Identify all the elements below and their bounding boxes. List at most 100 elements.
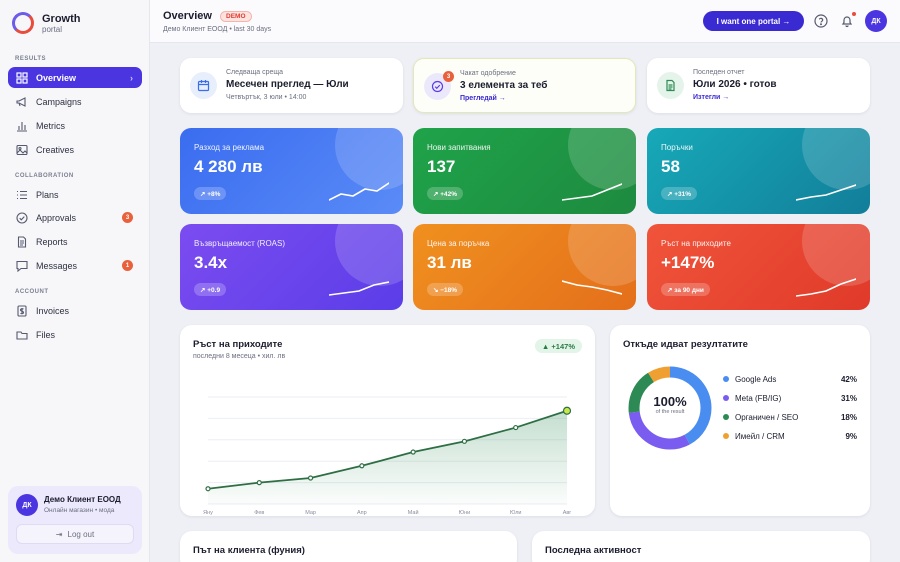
legend-label: Meta (FB/IG) — [735, 393, 782, 403]
sparkline — [796, 278, 856, 297]
sparkline — [562, 280, 622, 295]
sidebar-item-label: Reports — [36, 236, 68, 247]
kpi-change-chip: ↗ +0.9 — [194, 283, 227, 296]
sparkline — [329, 182, 389, 201]
legend-dot — [723, 376, 729, 382]
legend-item-google: Google Ads 42% — [723, 373, 857, 385]
panel-title: Последна активност — [545, 545, 642, 556]
x-tick-label: Май — [408, 509, 419, 516]
sidebar-item-label: Overview — [36, 72, 77, 83]
calendar-icon — [190, 72, 217, 99]
data-point — [461, 438, 468, 444]
sidebar-item-files[interactable]: Files — [8, 324, 142, 345]
info-card-value: Месечен преглед — Юли — [226, 79, 349, 90]
kpi-card-orders[interactable]: Поръчки 58 ↗ +31% — [647, 128, 870, 214]
kpi-card-ad-spend[interactable]: Разход за реклама 4 280 лв ↗ +8% — [180, 128, 403, 214]
sparkline — [562, 183, 622, 201]
legend-dot — [723, 433, 729, 439]
area-fill — [208, 410, 567, 504]
info-card-meeting[interactable]: Следваща среща Месечен преглед — Юли Чет… — [180, 58, 403, 113]
legend-label: Органичен / SEO — [735, 412, 799, 422]
legend-pct: 9% — [845, 431, 857, 441]
bell-icon[interactable] — [840, 14, 854, 28]
donut-slice — [628, 366, 712, 450]
kpi-label: Ръст на приходите — [661, 239, 731, 248]
cta-button[interactable]: I want one portal → — [703, 11, 804, 31]
list-icon — [16, 189, 28, 201]
info-card-approvals[interactable]: 3 Чакат одобрение 3 елемента за теб Прег… — [413, 58, 636, 113]
section-label-results: RESULTS — [15, 56, 47, 62]
info-card-report[interactable]: Последен отчет Юли 2026 • готов Изтегли … — [647, 58, 870, 113]
sidebar-item-reports[interactable]: Reports — [8, 231, 142, 252]
kpi-value: 31 лв — [427, 253, 472, 272]
logo-icon — [12, 12, 34, 34]
sidebar-item-label: Invoices — [36, 305, 70, 316]
brand[interactable]: Growth portal — [12, 12, 81, 34]
panel-title: Откъде идват резултатите — [623, 339, 748, 350]
panel-title: Ръст на приходите — [193, 339, 283, 350]
chevron-right-icon: › — [130, 72, 133, 83]
notification-dot — [852, 12, 856, 16]
info-card-label: Чакат одобрение — [460, 70, 516, 77]
user-name: Демо Клиент ЕООД — [44, 495, 121, 504]
x-tick-label: Фев — [254, 510, 264, 516]
logout-label: Log out — [67, 529, 95, 539]
sidebar-item-label: Approvals — [36, 212, 77, 223]
sidebar-item-metrics[interactable]: Metrics — [8, 115, 142, 136]
logout-button[interactable]: ⇥ Log out — [16, 524, 134, 544]
sidebar-item-approvals[interactable]: Approvals 3 — [8, 207, 142, 228]
kpi-card-revenue-growth[interactable]: Ръст на приходите +147% ↗ за 90 дни — [647, 224, 870, 310]
kpi-label: Поръчки — [661, 143, 693, 152]
help-icon[interactable] — [814, 14, 828, 28]
kpi-label: Цена за поръчка — [427, 239, 490, 248]
donut-slice — [628, 366, 712, 450]
sidebar-item-label: Metrics — [36, 120, 65, 131]
check-circle-icon — [16, 211, 28, 224]
x-tick-label: Апр — [357, 510, 367, 516]
kpi-change-chip: ↗ за 90 дни — [661, 283, 710, 296]
approvals-badge: 3 — [443, 71, 454, 82]
kpi-value: 4 280 лв — [194, 157, 263, 176]
data-point — [410, 449, 416, 455]
x-tick-label: Юни — [459, 510, 471, 516]
brand-subtitle: portal — [42, 24, 63, 34]
download-link[interactable]: Изтегли → — [693, 94, 730, 101]
series-line — [207, 409, 568, 490]
sidebar-item-invoices[interactable]: Invoices — [8, 300, 142, 321]
sidebar-item-messages[interactable]: Messages 1 — [8, 255, 142, 276]
kpi-card-cost-per-order[interactable]: Цена за поръчка 31 лв ↘ −18% — [413, 224, 636, 310]
donut-center: 100% of the result — [632, 394, 708, 415]
review-link[interactable]: Прегледай → — [460, 95, 506, 102]
kpi-card-leads[interactable]: Нови запитвания 137 ↗ +42% — [413, 128, 636, 214]
section-label-collaboration: COLLABORATION — [15, 173, 74, 179]
kpi-value: 137 — [427, 157, 456, 176]
panel-subtitle: последни 8 месеца • хил. лв — [193, 353, 286, 360]
data-point — [307, 475, 314, 481]
logout-icon: ⇥ — [55, 529, 63, 539]
sidebar: Growth portal RESULTS Overview › Campaig… — [0, 0, 150, 562]
donut-center-label: of the result — [655, 409, 685, 415]
folder-icon — [16, 329, 28, 341]
sidebar-item-plans[interactable]: Plans — [8, 184, 142, 205]
data-point — [256, 480, 262, 486]
sparkline — [329, 281, 389, 296]
kpi-card-roas[interactable]: Възвръщаемост (ROAS) 3.4x ↗ +0.9 — [180, 224, 403, 310]
sidebar-item-overview[interactable]: Overview › — [8, 67, 142, 88]
info-card-sub: Четвъртък, 3 юли • 14:00 — [226, 94, 307, 101]
header-avatar[interactable]: ДК — [865, 10, 887, 32]
data-point — [562, 406, 572, 415]
kpi-change-chip: ↗ +31% — [661, 187, 698, 200]
kpi-change-chip: ↗ +42% — [427, 187, 464, 200]
kpi-change-chip: ↘ −18% — [427, 283, 464, 296]
megaphone-icon — [16, 96, 28, 108]
kpi-value: 3.4x — [194, 253, 228, 272]
section-label-account: ACCOUNT — [15, 289, 49, 295]
sidebar-item-label: Creatives — [36, 144, 75, 155]
sidebar-item-campaigns[interactable]: Campaigns — [8, 91, 142, 112]
sidebar-item-label: Plans — [36, 189, 59, 200]
legend-item-meta: Meta (FB/IG) 31% — [723, 392, 857, 404]
legend-dot — [723, 414, 729, 420]
sidebar-item-label: Campaigns — [36, 96, 82, 107]
data-point — [359, 463, 365, 469]
sidebar-item-creatives[interactable]: Creatives — [8, 139, 142, 160]
